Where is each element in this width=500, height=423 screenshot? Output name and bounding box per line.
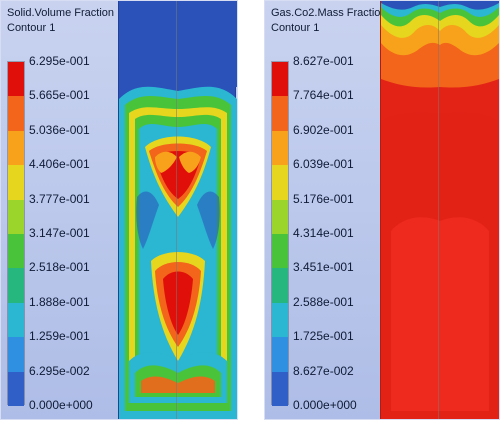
left-legend-label-3: 4.406e-001 (29, 157, 90, 171)
right-legend-label-1: 7.764e-001 (293, 88, 354, 102)
right-legend-labels: 8.627e-001 7.764e-001 6.902e-001 6.039e-… (293, 54, 385, 414)
left-legend-label-10: 0.000e+000 (29, 398, 93, 412)
left-legend-seg-6 (8, 233, 24, 269)
right-legend-label-3: 6.039e-001 (293, 157, 354, 171)
right-legend-seg-9 (272, 337, 288, 372)
left-legend-label-9: 6.295e-002 (29, 364, 90, 378)
right-legend-seg-7 (272, 268, 288, 303)
right-legend-seg-6 (272, 233, 288, 269)
co2-mass-fraction-contour-map (381, 1, 499, 419)
left-legend-seg-3 (8, 130, 24, 166)
right-legend-label-7: 2.588e-001 (293, 295, 354, 309)
left-legend-label-0: 6.295e-001 (29, 54, 90, 68)
left-legend-seg-2 (8, 96, 24, 131)
right-legend-label-0: 8.627e-001 (293, 54, 354, 68)
left-legend-label-2: 5.036e-001 (29, 123, 90, 137)
left-legend-label-7: 1.888e-001 (29, 295, 90, 309)
left-legend-seg-10 (8, 371, 24, 406)
right-color-legend (271, 61, 289, 406)
right-legend-seg-3 (272, 130, 288, 166)
right-legend-label-5: 4.314e-001 (293, 226, 354, 240)
right-legend-seg-5 (272, 199, 288, 234)
left-legend-seg-7 (8, 268, 24, 303)
right-panel-title: Gas.Co2.Mass Fraction (271, 7, 387, 19)
right-legend-label-9: 8.627e-002 (293, 364, 354, 378)
right-legend-label-8: 1.725e-001 (293, 329, 354, 343)
solid-volume-fraction-contour-plot (118, 1, 237, 419)
right-legend-label-2: 6.902e-001 (293, 123, 354, 137)
right-legend-label-6: 3.451e-001 (293, 260, 354, 274)
left-legend-seg-8 (8, 302, 24, 338)
left-plot-centerline (176, 1, 177, 419)
left-legend-seg-9 (8, 337, 24, 372)
left-panel-title: Solid.Volume Fraction (7, 7, 114, 19)
right-plot-centerline (438, 1, 439, 419)
right-contour-panel: Gas.Co2.Mass Fraction Contour 1 8.627e-0… (264, 0, 500, 420)
right-legend-label-4: 5.176e-001 (293, 192, 354, 206)
left-legend-labels: 6.295e-001 5.665e-001 5.036e-001 4.406e-… (29, 54, 121, 414)
left-legend-seg-5 (8, 199, 24, 234)
solid-volume-fraction-contour-map (119, 1, 237, 419)
right-legend-seg-4 (272, 165, 288, 200)
right-panel-subtitle: Contour 1 (271, 22, 320, 34)
left-legend-label-6: 2.518e-001 (29, 260, 90, 274)
left-legend-seg-1 (8, 62, 24, 97)
left-legend-seg-4 (8, 165, 24, 200)
left-legend-label-4: 3.777e-001 (29, 192, 90, 206)
co2-mass-fraction-contour-plot (380, 1, 499, 419)
left-legend-label-8: 1.259e-001 (29, 329, 90, 343)
left-panel-subtitle: Contour 1 (7, 22, 56, 34)
right-legend-seg-8 (272, 302, 288, 338)
left-legend-label-5: 3.147e-001 (29, 226, 90, 240)
left-color-legend (7, 61, 25, 406)
right-legend-seg-2 (272, 96, 288, 131)
left-contour-panel: Solid.Volume Fraction Contour 1 6.295e-0… (0, 0, 238, 420)
right-legend-label-10: 0.000e+000 (293, 398, 357, 412)
right-legend-seg-10 (272, 371, 288, 406)
left-legend-label-1: 5.665e-001 (29, 88, 90, 102)
right-legend-seg-1 (272, 62, 288, 97)
